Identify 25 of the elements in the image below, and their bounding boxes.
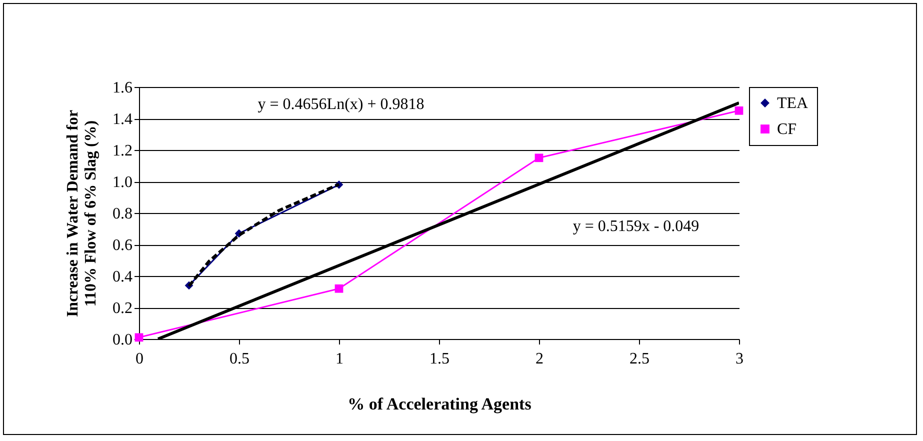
annotation: y = 0.4656Ln(x) + 0.9818 bbox=[258, 96, 424, 113]
y-tick-label: 1.4 bbox=[112, 111, 132, 128]
x-tick-label: 1 bbox=[336, 350, 344, 368]
x-tick-label: 2.5 bbox=[630, 350, 650, 368]
y-tick-label: 0.6 bbox=[112, 237, 132, 254]
x-tick-label: 3 bbox=[736, 350, 744, 368]
point bbox=[534, 154, 544, 162]
y-axis-title: Increase in Water Demand for 110% Flow of 6% Slag (%) bbox=[64, 110, 100, 318]
legend-label: CF bbox=[777, 121, 797, 138]
y-tick-label: 1.2 bbox=[112, 142, 132, 160]
y-tick-label: 0.8 bbox=[112, 206, 132, 222]
annotation: y = 0.5159x - 0.049 bbox=[572, 218, 700, 235]
point bbox=[334, 284, 344, 293]
point bbox=[734, 106, 744, 115]
x-axis-title: % of Accelerating Agents bbox=[348, 394, 532, 414]
x-tick-label: 0 bbox=[136, 350, 144, 368]
x-tick-label: 0.5 bbox=[230, 350, 250, 368]
y-tick-label: 0.2 bbox=[112, 300, 132, 317]
x-tick-label: 1.5 bbox=[430, 350, 450, 368]
y-tick-label: 0.0 bbox=[112, 332, 132, 348]
y-tick-label: 0.4 bbox=[112, 268, 132, 286]
y-tick-label: 1.0 bbox=[112, 174, 132, 191]
x-tick-label: 2 bbox=[536, 350, 544, 368]
legend-label: TEA bbox=[777, 95, 809, 112]
y-tick-label: 1.6 bbox=[112, 80, 132, 96]
